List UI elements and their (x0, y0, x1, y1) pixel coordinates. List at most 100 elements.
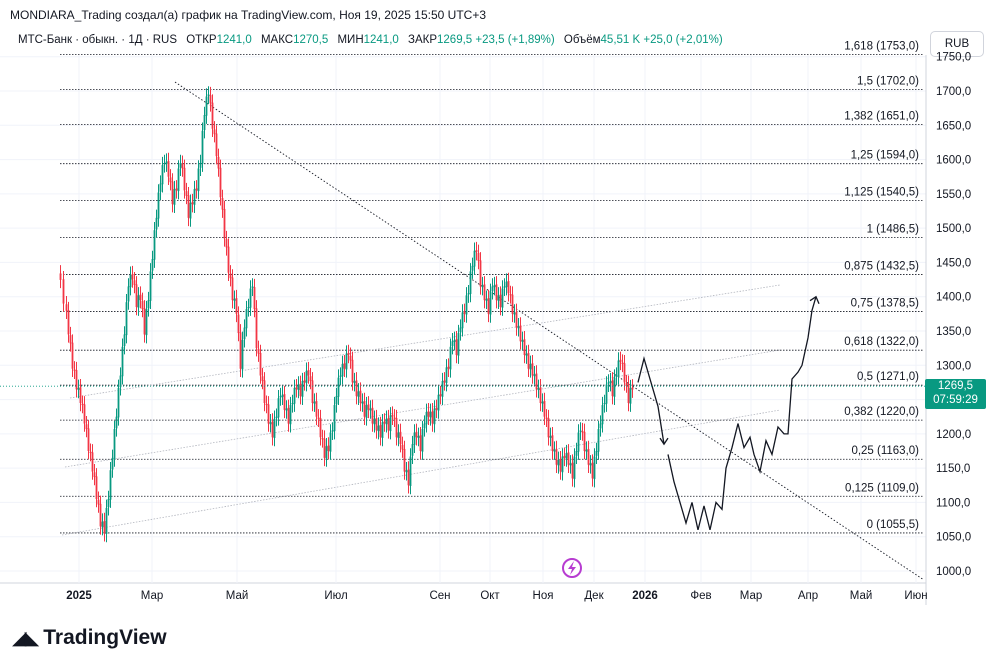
candle-body (175, 188, 178, 191)
candle-body (391, 414, 394, 417)
candle-body (277, 398, 280, 418)
candle-body (99, 503, 102, 527)
y-tick-label: 1750,0 (936, 52, 971, 64)
candle-body (289, 405, 292, 425)
candle-body (359, 390, 362, 403)
candle-body (115, 416, 118, 429)
candle-body (485, 298, 488, 301)
x-tick-label: Май (850, 590, 873, 602)
candle-body (75, 370, 78, 390)
candle-body (581, 431, 584, 433)
candle-body (475, 250, 478, 253)
candle-body (313, 401, 316, 404)
candle-body (467, 293, 470, 295)
candle-body (113, 429, 116, 459)
channel-upper-line (69, 284, 781, 399)
candle-body (483, 284, 486, 301)
candle-body (135, 284, 138, 307)
candle-body (623, 363, 626, 383)
candle-body (299, 383, 302, 397)
x-tick-label: Мар (740, 590, 763, 602)
candle-body (409, 456, 412, 486)
candle-body (597, 429, 600, 452)
candle-body (533, 374, 536, 377)
currency-button[interactable]: RUB (930, 31, 984, 57)
candle-body (229, 273, 232, 279)
candle-body (571, 462, 574, 479)
y-tick-label: 1050,0 (936, 532, 971, 544)
candle-body (605, 384, 608, 404)
candle-body (513, 312, 516, 315)
candle-body (419, 435, 422, 451)
candle-body (181, 163, 184, 169)
candle-body (517, 326, 520, 329)
candle-body (89, 451, 92, 454)
candle-body (575, 451, 578, 456)
candle-body (179, 163, 182, 168)
tradingview-logo[interactable]: ◢◣ TradingView (12, 626, 167, 650)
candle-body (169, 177, 172, 183)
candle-body (353, 381, 356, 384)
candle-body (235, 298, 238, 314)
candle-body (465, 295, 468, 315)
candle-body (83, 404, 86, 424)
candle-body (613, 377, 616, 397)
candle-body (203, 115, 206, 131)
candle-body (131, 274, 134, 280)
lightning-glyph (568, 561, 576, 575)
candle-body (301, 381, 304, 397)
candle-body (625, 383, 628, 385)
candle-body (561, 456, 564, 473)
y-tick-label: 1200,0 (936, 429, 971, 441)
last-price-tag: 1269,5 07:59:29 (925, 379, 986, 409)
candle-body (87, 428, 90, 451)
candle-body (65, 304, 68, 311)
candle-body (275, 416, 278, 419)
candle-body (231, 277, 234, 301)
candle-body (541, 401, 544, 404)
open-label: ОТКР (186, 34, 217, 46)
price-chart[interactable]: 1000,01050,01100,01150,01200,01250,01300… (0, 0, 1000, 620)
candle-body (447, 366, 450, 369)
candle-body (71, 342, 74, 369)
candle-body (161, 165, 164, 185)
candle-body (395, 418, 398, 438)
candle-body (599, 423, 602, 429)
candle-body (93, 472, 96, 478)
candle-body (255, 308, 258, 349)
candle-body (95, 476, 98, 499)
candle-body (563, 455, 566, 458)
candle-body (381, 422, 384, 438)
candle-body (551, 435, 554, 451)
symbol-title[interactable]: МТС-Банк · обыкн. · 1Д · RUS (18, 34, 178, 46)
high-label: МАКС (260, 34, 294, 46)
candle-body (365, 405, 368, 418)
candle-body (311, 380, 314, 403)
candle-body (595, 451, 598, 456)
candle-body (369, 408, 372, 411)
candle-body (317, 417, 320, 419)
candle-body (501, 288, 504, 308)
candle-body (421, 429, 424, 452)
candle-body (303, 380, 306, 383)
candle-body (261, 376, 264, 382)
candle-body (567, 452, 570, 465)
candle-body (539, 387, 542, 403)
candle-body (271, 421, 274, 438)
candle-body (375, 418, 378, 431)
channel-middle-line (64, 349, 781, 468)
candle-body (557, 459, 560, 466)
candle-body (397, 432, 400, 438)
candle-body (495, 284, 498, 301)
candle-body (67, 310, 70, 335)
close-value: 1269,5 (437, 34, 473, 46)
last-price-value: 1269,5 (937, 380, 974, 392)
candle-body (427, 411, 430, 417)
volume-change-value: +25,0 (+2,01%) (643, 34, 723, 46)
candle-body (621, 362, 624, 364)
candle-body (183, 167, 186, 191)
candle-body (193, 189, 196, 205)
candle-body (529, 363, 532, 370)
attribution-text: MONDIARA_Trading создал(а) график на Tra… (10, 8, 486, 22)
candle-body (457, 333, 460, 356)
